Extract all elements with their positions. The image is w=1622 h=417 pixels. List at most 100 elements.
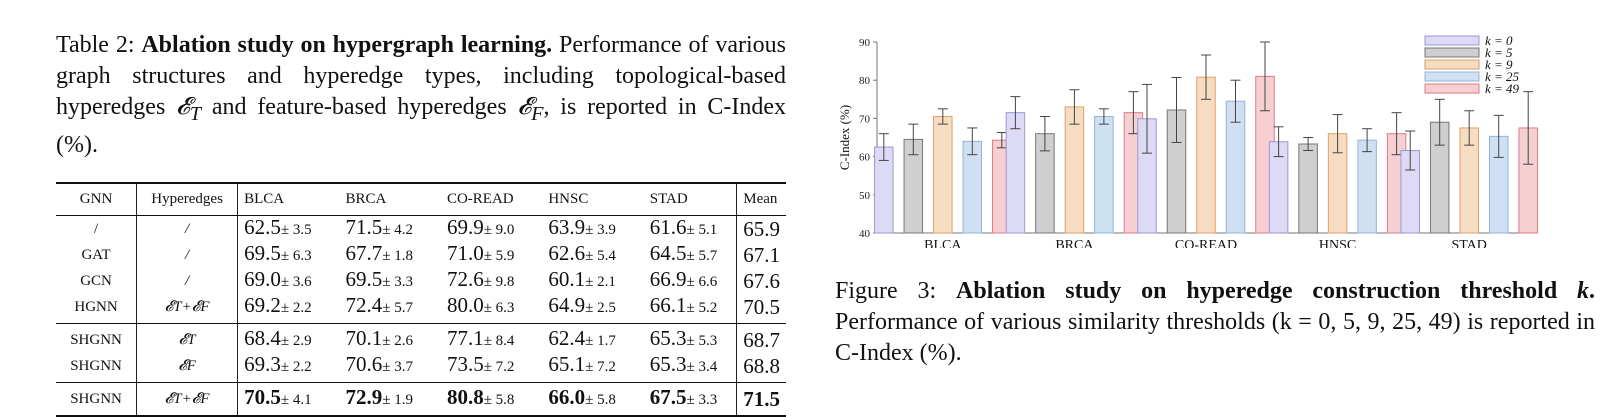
cell-value: 63.9± 3.9 bbox=[548, 215, 616, 239]
x-tick-label: STAD bbox=[1451, 238, 1486, 248]
bar bbox=[933, 115, 953, 234]
header-hnsc: HNSC bbox=[542, 182, 644, 216]
x-tick-label: BLCA bbox=[924, 238, 962, 248]
bar bbox=[1005, 112, 1026, 234]
bar bbox=[1064, 106, 1085, 234]
bar bbox=[1094, 115, 1114, 234]
y-tick-label: 80 bbox=[859, 75, 871, 87]
legend-swatch bbox=[1424, 71, 1480, 82]
table-caption: Table 2: Ablation study on hypergraph le… bbox=[56, 30, 786, 161]
cell-value: 69.3± 2.2 bbox=[237, 353, 340, 383]
cell-value: 62.4± 1.7 bbox=[542, 323, 644, 353]
y-tick-label: 60 bbox=[859, 152, 871, 164]
header-gnn: GNN bbox=[56, 182, 137, 216]
legend-entry: k = 25 bbox=[1485, 69, 1520, 84]
table-header-row: GNN Hyperedges BLCA BRCA CO-READ HNSC ST… bbox=[56, 182, 786, 216]
y-tick-label: 70 bbox=[859, 113, 871, 125]
cell-gnn: SHGNN bbox=[56, 382, 137, 417]
cell-value: 72.9± 1.9 bbox=[339, 382, 441, 417]
cell-value: 62.6± 5.4 bbox=[548, 241, 616, 265]
ablation-table: GNN Hyperedges BLCA BRCA CO-READ HNSC ST… bbox=[56, 182, 786, 417]
legend-entry: k = 9 bbox=[1485, 57, 1513, 72]
cell-value: 65.3± 3.4 bbox=[649, 352, 718, 376]
cell-value: 65.3± 5.3 bbox=[643, 323, 737, 353]
cell-value: 77.1± 8.4 bbox=[440, 323, 543, 353]
cell-gnn: GCN bbox=[80, 272, 112, 289]
y-tick-label: 50 bbox=[859, 190, 871, 202]
cell-gnn: / bbox=[93, 220, 99, 237]
header-mean: Mean bbox=[736, 182, 786, 216]
header-brca: BRCA bbox=[339, 182, 441, 216]
cell-value: 80.0± 6.3 bbox=[446, 293, 515, 317]
cell-value: 70.1± 2.6 bbox=[339, 323, 441, 353]
symbol-e-t: 𝓔T bbox=[176, 94, 202, 125]
cell-mean: 65.9 bbox=[736, 215, 786, 242]
cell-value: 69.9± 9.0 bbox=[446, 215, 515, 239]
table-row: SHGNN 𝓔T 68.4± 2.9 70.1± 2.6 77.1± 8.4 62.4± … bbox=[56, 323, 786, 353]
cell-hyperedges: 𝓔T+𝓔F bbox=[136, 382, 238, 417]
y-tick-label: 40 bbox=[859, 228, 871, 240]
cell-gnn: HGNN bbox=[74, 298, 118, 315]
cell-value: 71.5± 4.2 bbox=[345, 215, 414, 239]
table-caption-text-3: , is reported in C-Index (%). bbox=[56, 94, 787, 158]
table-caption-bold: Ablation study on hypergraph learning. bbox=[141, 32, 553, 58]
cell-value: 64.9± 2.5 bbox=[548, 293, 616, 317]
table-row: GCN /69.0± 3.6 69.5± 3.3 72.6± 9.8 60.1± 2.1… bbox=[56, 268, 786, 294]
legend-swatch bbox=[1424, 35, 1480, 46]
cell-mean: 68.8 bbox=[736, 353, 786, 383]
cell-gnn: SHGNN bbox=[56, 323, 137, 353]
cell-value: 69.2± 2.2 bbox=[237, 294, 340, 324]
cell-value: 64.5± 5.7 bbox=[649, 241, 718, 265]
y-axis-label: C-Index (%) bbox=[837, 105, 852, 170]
cell-hyperedges: / bbox=[136, 242, 238, 268]
cell-value: 62.5± 3.5 bbox=[237, 215, 340, 242]
cell-mean: 67.1 bbox=[736, 242, 786, 268]
bar-chart: 40 50 60 70 80 90 C-Index (%) BLCA BRCA CO-READ HN… bbox=[837, 33, 1538, 248]
cell-value: 66.0± 5.8 bbox=[542, 382, 644, 417]
cell-mean: 71.5 bbox=[736, 382, 786, 417]
legend-swatch bbox=[1424, 59, 1480, 70]
cell-value: 61.6± 5.1 bbox=[649, 215, 718, 239]
legend-swatch bbox=[1424, 83, 1480, 94]
table-caption-prefix: Table 2: bbox=[56, 32, 135, 58]
cell-hyperedges: / bbox=[136, 268, 238, 294]
cell-value: 66.1± 5.2 bbox=[649, 293, 718, 317]
figure-caption-prefix: Figure 3: bbox=[835, 278, 937, 304]
figure-caption-text: Performance of various similarity thresh… bbox=[835, 309, 1595, 366]
table-row: SHGNN 𝓔T+𝓔F 70.5± 4.1 72.9± 1.9 80.8± 5.8 66.… bbox=[56, 382, 786, 417]
cell-value: 70.5± 4.1 bbox=[237, 382, 340, 417]
table-body: //62.5± 3.5 71.5± 4.2 69.9± 9.0 63.9± 3.9 61… bbox=[56, 215, 786, 417]
cell-value: 71.0± 5.9 bbox=[446, 241, 515, 265]
table-caption-block: Table 2: Ablation study on hypergraph le… bbox=[56, 30, 786, 161]
symbol-e-f: 𝓔F bbox=[517, 94, 544, 125]
table-caption-text-1: Performance of various graph structures … bbox=[56, 32, 787, 120]
legend-swatch bbox=[1424, 47, 1480, 58]
cell-value: 67.5± 3.3 bbox=[643, 382, 737, 417]
x-tick-label: BRCA bbox=[1055, 238, 1094, 248]
cell-value: 72.4± 5.7 bbox=[345, 293, 414, 317]
x-tick-label: CO-READ bbox=[1175, 238, 1237, 248]
header-blca: BLCA bbox=[237, 182, 340, 216]
y-tick-label: 90 bbox=[859, 37, 871, 49]
cell-gnn: GAT bbox=[81, 246, 111, 263]
header-hyperedges: Hyperedges bbox=[136, 182, 238, 216]
table-row: SHGNN 𝓔F 69.3± 2.2 70.6± 3.7 73.5± 7.2 65.1± … bbox=[56, 353, 786, 383]
cell-hyperedges: 𝓔T+𝓔F bbox=[136, 294, 238, 324]
table-row: //62.5± 3.5 71.5± 4.2 69.9± 9.0 63.9± 3.9 61… bbox=[56, 215, 786, 242]
cell-value: 69.5± 6.3 bbox=[237, 242, 340, 268]
cell-value: 68.4± 2.9 bbox=[237, 323, 340, 353]
cell-value: 69.0± 3.6 bbox=[237, 268, 340, 294]
cell-mean: 70.5 bbox=[736, 294, 786, 324]
table-row: GAT /69.5± 6.3 67.7± 1.8 71.0± 5.9 62.6± 5.4… bbox=[56, 242, 786, 268]
cell-value: 73.5± 7.2 bbox=[446, 352, 515, 376]
cell-value: 80.8± 5.8 bbox=[440, 382, 543, 417]
bar bbox=[1357, 139, 1377, 234]
cell-mean: 67.6 bbox=[736, 268, 786, 294]
cell-hyperedges: / bbox=[136, 215, 238, 242]
cell-hyperedges: 𝓔F bbox=[136, 353, 238, 383]
cell-value: 65.1± 7.2 bbox=[548, 352, 616, 376]
x-tick-label: HNSC bbox=[1319, 238, 1356, 248]
header-stad: STAD bbox=[643, 182, 737, 216]
legend-entry: k = 49 bbox=[1485, 81, 1520, 96]
table-caption-text-2: and feature-based hyperedges bbox=[211, 94, 507, 120]
